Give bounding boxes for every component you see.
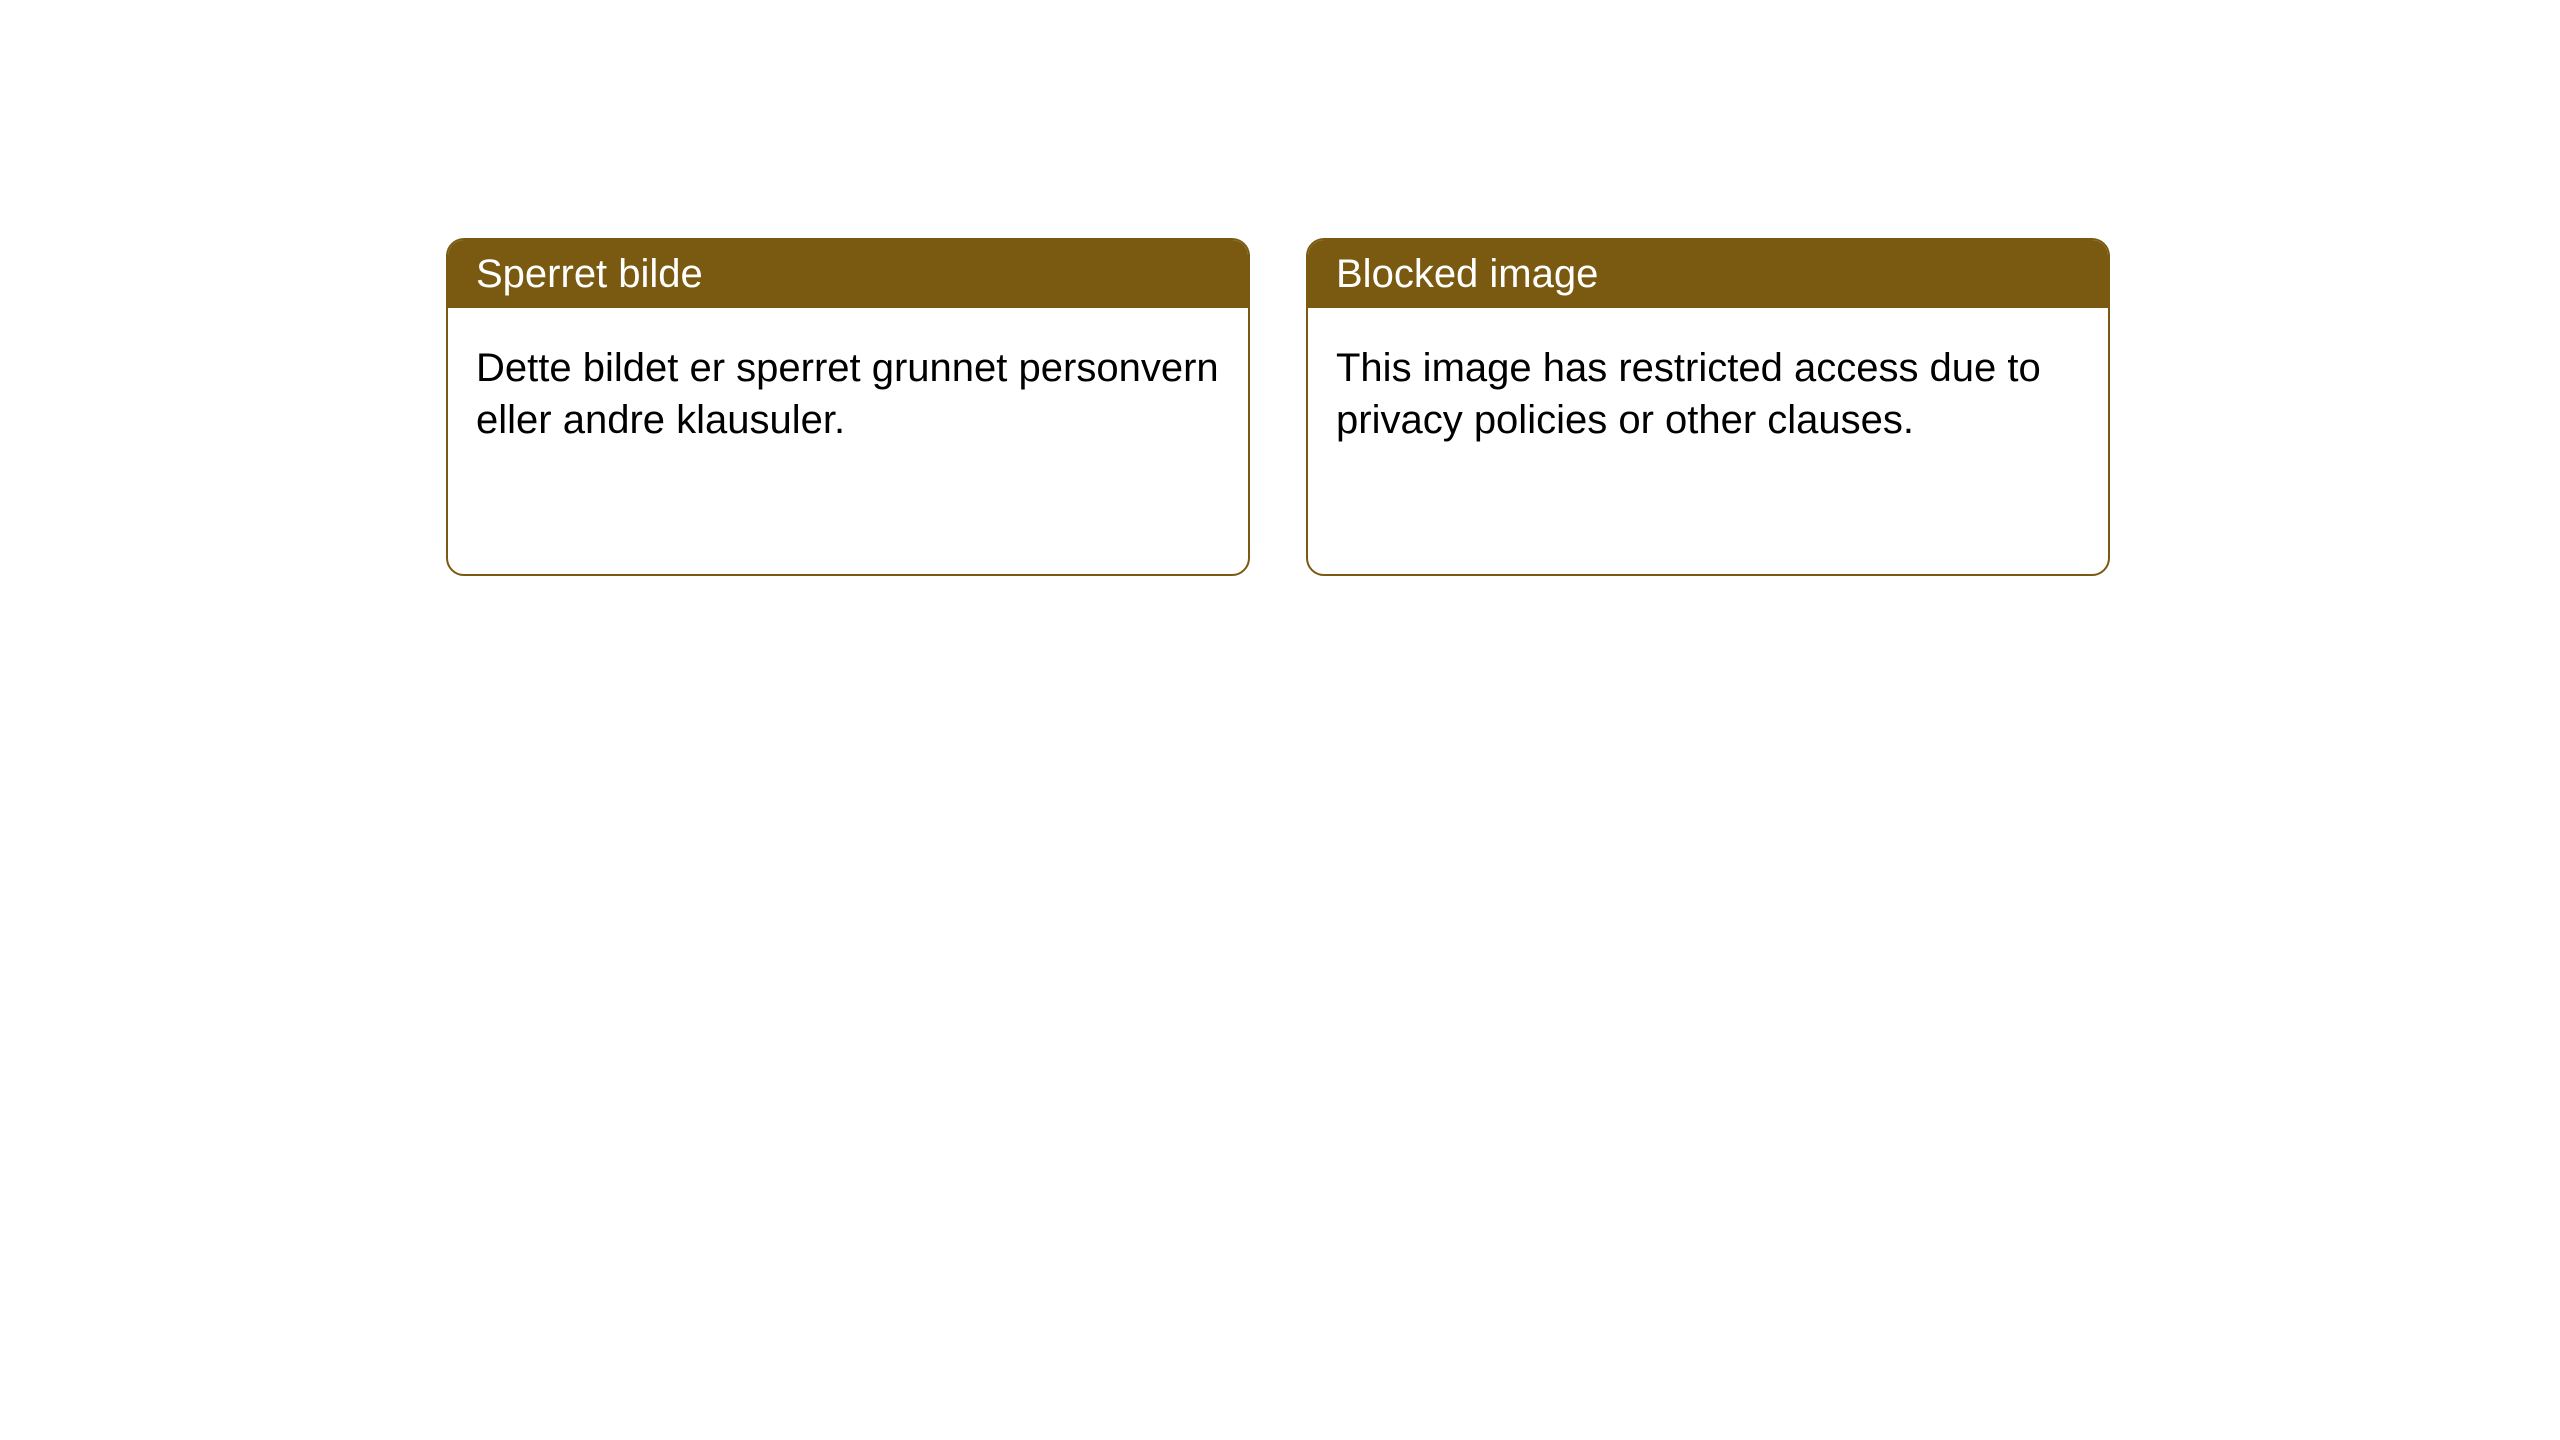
notice-title-english: Blocked image <box>1308 240 2108 308</box>
notice-container: Sperret bilde Dette bildet er sperret gr… <box>0 0 2560 576</box>
notice-card-norwegian: Sperret bilde Dette bildet er sperret gr… <box>446 238 1250 576</box>
notice-body-norwegian: Dette bildet er sperret grunnet personve… <box>448 308 1248 480</box>
notice-card-english: Blocked image This image has restricted … <box>1306 238 2110 576</box>
notice-title-norwegian: Sperret bilde <box>448 240 1248 308</box>
notice-body-english: This image has restricted access due to … <box>1308 308 2108 480</box>
